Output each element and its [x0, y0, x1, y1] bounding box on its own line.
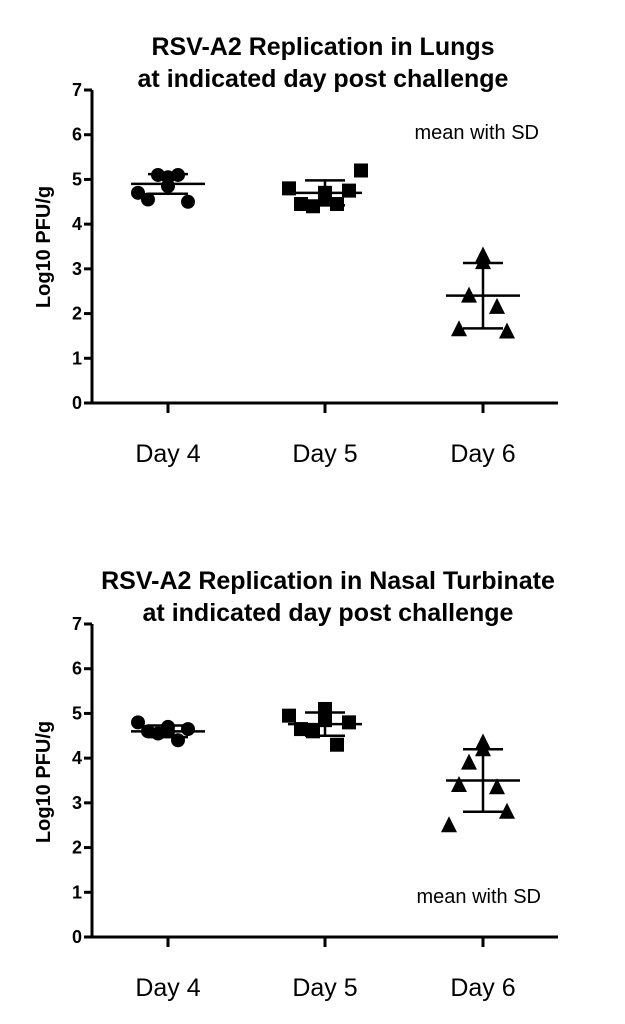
y-tick-label: 7 [72, 80, 82, 100]
data-point-square [342, 183, 356, 198]
data-point-circle [181, 194, 195, 209]
y-tick-label: 0 [72, 927, 82, 947]
y-tick-label: 4 [72, 748, 82, 768]
chart-title-line2: at indicated day post challenge [143, 599, 514, 627]
data-point-triangle [499, 802, 515, 819]
y-tick-label: 1 [72, 882, 82, 902]
chart-annotation: mean with SD [417, 886, 542, 908]
data-point-triangle [475, 253, 491, 270]
data-point-triangle [461, 753, 477, 770]
y-tick-label: 5 [72, 169, 82, 189]
y-tick-label: 7 [72, 614, 82, 634]
x-tick-label: Day 5 [292, 974, 357, 1002]
x-tick-label: Day 6 [450, 440, 515, 468]
data-point-square [282, 708, 296, 723]
data-point-triangle [441, 816, 457, 833]
x-tick-label: Day 4 [135, 440, 200, 468]
data-point-triangle [489, 778, 505, 795]
data-point-square [330, 737, 344, 752]
data-point-circle [131, 715, 145, 730]
y-tick-label: 6 [72, 125, 82, 145]
data-point-square [342, 715, 356, 730]
data-point-circle [141, 192, 155, 207]
y-tick-label: 2 [72, 838, 82, 858]
y-tick-label: 3 [72, 793, 82, 813]
y-tick-label: 3 [72, 259, 82, 279]
data-point-circle [171, 733, 185, 748]
axes: 0 1 2 3 4 5 6 7 Day 4 Day 5 Day 6 [72, 80, 558, 468]
data-point-circle [181, 722, 195, 737]
y-axis-label: Log10 PFU/g [33, 186, 55, 308]
data-point-triangle [451, 775, 467, 792]
chart-title-line2: at indicated day post challenge [138, 65, 509, 93]
lungs-chart: RSV-A2 Replication in Lungs at indicated… [33, 33, 558, 468]
y-tick-label: 0 [72, 393, 82, 413]
data-marks [131, 163, 520, 339]
chart-annotation: mean with SD [415, 122, 540, 144]
y-axis-label: Log10 PFU/g [33, 721, 55, 843]
y-tick-label: 5 [72, 703, 82, 723]
chart-title-line1: RSV-A2 Replication in Lungs [151, 33, 494, 61]
y-tick-label: 1 [72, 348, 82, 368]
data-point-triangle [489, 297, 505, 314]
nasal-turbinate-chart: RSV-A2 Replication in Nasal Turbinate at… [33, 567, 558, 1002]
data-point-circle [131, 185, 145, 200]
data-point-triangle [499, 322, 515, 339]
data-point-square [294, 722, 308, 737]
y-tick-label: 4 [72, 214, 82, 234]
y-tick-label: 6 [72, 659, 82, 679]
x-tick-label: Day 5 [292, 440, 357, 468]
y-tick-label: 2 [72, 304, 82, 324]
data-point-square [330, 197, 344, 212]
chart-title-line1: RSV-A2 Replication in Nasal Turbinate [101, 567, 555, 595]
x-tick-label: Day 6 [450, 974, 515, 1002]
x-tick-label: Day 4 [135, 974, 200, 1002]
data-point-square [294, 197, 308, 212]
data-marks [131, 701, 520, 833]
data-point-triangle [451, 320, 467, 337]
axes: 0 1 2 3 4 5 6 7 Day 4 Day 5 Day 6 [72, 614, 558, 1002]
data-point-square [354, 163, 368, 178]
